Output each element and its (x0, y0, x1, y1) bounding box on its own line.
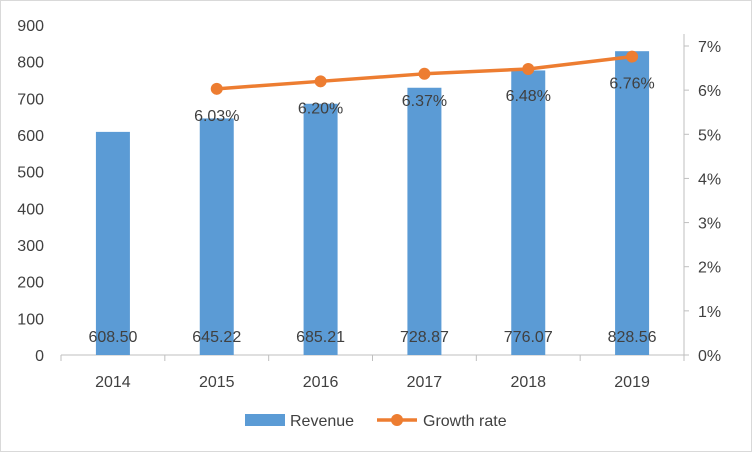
x-axis-tick-label: 2019 (614, 374, 650, 391)
right-axis-tick-label: 0% (698, 348, 721, 365)
right-axis-tick-label: 7% (698, 39, 721, 56)
left-axis-tick-label: 700 (17, 91, 44, 108)
revenue-data-label: 828.56 (608, 329, 657, 346)
right-axis-tick-label: 6% (698, 83, 721, 100)
legend-revenue-label: Revenue (290, 413, 354, 430)
growth-rate-data-label: 6.76% (609, 76, 654, 93)
growth-rate-data-label: 6.20% (298, 100, 343, 117)
revenue-data-label: 645.22 (192, 329, 241, 346)
left-axis-tick-label: 500 (17, 165, 44, 182)
right-axis-tick-label: 3% (698, 216, 721, 233)
left-axis-tick-label: 300 (17, 238, 44, 255)
growth-rate-point (314, 75, 327, 88)
legend-revenue-swatch (245, 414, 285, 426)
left-axis-tick-label: 400 (17, 201, 44, 218)
left-axis-tick-label: 0 (35, 348, 44, 365)
x-axis-tick-label: 2014 (95, 374, 131, 391)
revenue-data-label: 776.07 (504, 329, 553, 346)
left-axis-tick-label: 900 (17, 18, 44, 35)
growth-rate-data-label: 6.03% (194, 108, 239, 125)
revenue-data-label: 608.50 (88, 329, 137, 346)
right-axis-tick-label: 5% (698, 127, 721, 144)
revenue-bar (615, 51, 650, 355)
right-axis-tick-label: 4% (698, 171, 721, 188)
left-axis-tick-label: 800 (17, 55, 44, 72)
revenue-bar (199, 118, 234, 355)
x-axis-tick-label: 2017 (407, 374, 443, 391)
growth-rate-data-label: 6.48% (506, 88, 551, 105)
left-axis-tick-label: 200 (17, 275, 44, 292)
legend-growth-label: Growth rate (423, 413, 507, 430)
growth-rate-point (626, 50, 639, 63)
x-axis-tick-label: 2016 (303, 374, 339, 391)
right-axis-tick-label: 2% (698, 260, 721, 277)
revenue-bar (303, 103, 338, 355)
growth-rate-point (210, 82, 223, 95)
growth-rate-point (418, 67, 431, 80)
revenue-data-label: 728.87 (400, 329, 449, 346)
x-axis-tick-label: 2015 (199, 374, 235, 391)
growth-rate-data-label: 6.37% (402, 93, 447, 110)
revenue-bar (407, 87, 442, 355)
growth-rate-point (522, 62, 535, 75)
legend-growth-swatch-marker (391, 414, 403, 426)
left-axis-tick-label: 100 (17, 311, 44, 328)
left-axis-tick-label: 600 (17, 128, 44, 145)
revenue-bar (95, 131, 130, 355)
right-axis-tick-label: 1% (698, 304, 721, 321)
revenue-bar (511, 70, 546, 355)
x-axis-tick-label: 2018 (510, 374, 546, 391)
revenue-data-label: 685.21 (296, 329, 345, 346)
